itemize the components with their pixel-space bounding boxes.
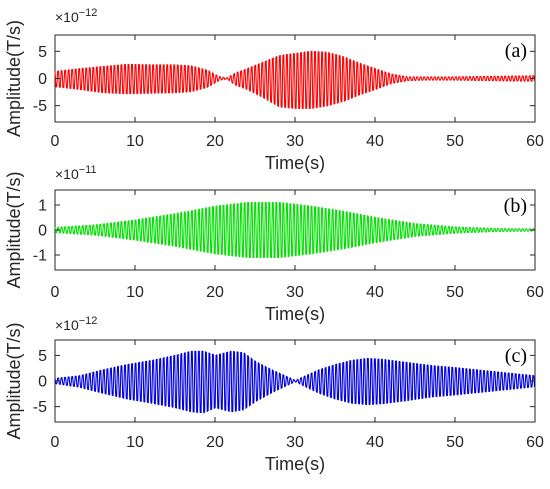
x-tick-label: 40 xyxy=(366,133,384,150)
x-tick-label: 50 xyxy=(446,133,464,150)
x-tick-label: 20 xyxy=(206,284,224,301)
signal-series xyxy=(54,201,536,259)
x-tick-label: 60 xyxy=(526,434,544,451)
x-tick-label: 30 xyxy=(286,434,304,451)
y-tick-label: -5 xyxy=(33,98,47,115)
x-tick-label: 40 xyxy=(366,434,384,451)
x-tick-label: 10 xyxy=(126,284,144,301)
y-tick-label: 0 xyxy=(38,374,47,391)
x-tick-label: 30 xyxy=(286,133,304,150)
x-tick-label: 10 xyxy=(126,434,144,451)
x-tick-label: 10 xyxy=(126,133,144,150)
x-tick-label: 20 xyxy=(206,133,224,150)
y-tick-label: 1 xyxy=(38,198,47,215)
y-exponent-label: ×10−11 xyxy=(55,164,97,182)
panel-label: (b) xyxy=(504,195,527,217)
y-tick-label: -1 xyxy=(33,248,47,265)
y-exponent-label: ×10−12 xyxy=(55,315,97,333)
x-axis-label: Time(s) xyxy=(265,454,325,474)
panel-b: 0 10 20 30 40 50 6010-1×10−11Time(s)Amplitude(… xyxy=(4,164,544,324)
x-tick-label: 50 xyxy=(446,434,464,451)
x-tick-label: 50 xyxy=(446,284,464,301)
panel-label: (a) xyxy=(505,40,527,62)
x-tick-label: 40 xyxy=(366,284,384,301)
y-axis-label: Amplitude(T/s) xyxy=(4,171,24,288)
y-tick-label: 5 xyxy=(38,44,47,61)
x-tick-label: 0 xyxy=(51,284,60,301)
x-tick-label: 0 xyxy=(51,133,60,150)
signal-series xyxy=(54,350,536,414)
x-axis-label: Time(s) xyxy=(265,153,325,173)
y-axis-label: Amplitude(T/s) xyxy=(4,20,24,137)
signal-series xyxy=(54,50,536,109)
y-tick-label: 0 xyxy=(38,71,47,88)
panel-label: (c) xyxy=(505,345,527,367)
x-tick-label: 0 xyxy=(51,434,60,451)
y-tick-label: -5 xyxy=(33,399,47,416)
y-tick-label: 5 xyxy=(38,348,47,365)
panel-a: 0 10 20 30 40 50 6050-5×10−12Time(s)Amplitude(… xyxy=(4,7,544,173)
x-tick-label: 60 xyxy=(526,133,544,150)
y-tick-label: 0 xyxy=(38,223,47,240)
y-exponent-label: ×10−12 xyxy=(55,7,97,25)
x-tick-label: 20 xyxy=(206,434,224,451)
x-tick-label: 60 xyxy=(526,284,544,301)
x-tick-label: 30 xyxy=(286,284,304,301)
panel-c: 0 10 20 30 40 50 6050-5×10−12Time(s)Amplitude(… xyxy=(4,315,544,474)
x-axis-label: Time(s) xyxy=(265,304,325,324)
y-axis-label: Amplitude(T/s) xyxy=(4,322,24,439)
